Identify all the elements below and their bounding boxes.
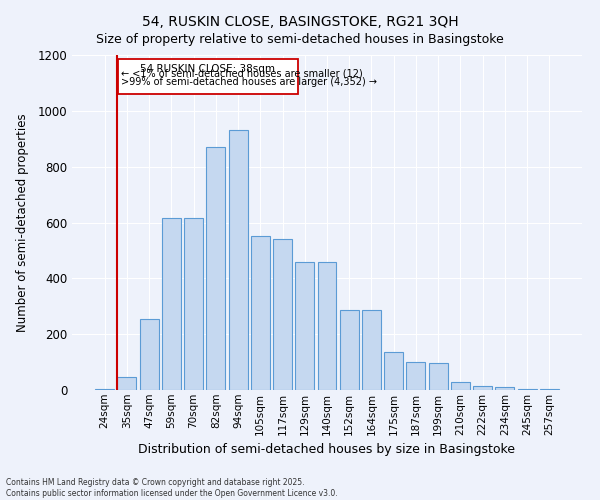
Text: 54, RUSKIN CLOSE, BASINGSTOKE, RG21 3QH: 54, RUSKIN CLOSE, BASINGSTOKE, RG21 3QH [142, 15, 458, 29]
Bar [273, 240, 292, 390]
Text: 54 RUSKIN CLOSE: 38sqm: 54 RUSKIN CLOSE: 38sqm [140, 64, 275, 74]
Bar [295, 262, 314, 390]
Bar [317, 262, 337, 390]
Bar [384, 352, 403, 390]
Text: ← <1% of semi-detached houses are smaller (12): ← <1% of semi-detached houses are smalle… [121, 68, 362, 78]
Bar [162, 218, 181, 390]
Bar [229, 130, 248, 390]
Bar [362, 310, 381, 390]
Bar [340, 310, 359, 390]
Bar [206, 147, 225, 390]
FancyBboxPatch shape [118, 59, 298, 94]
Bar [184, 218, 203, 390]
Text: Contains HM Land Registry data © Crown copyright and database right 2025.
Contai: Contains HM Land Registry data © Crown c… [6, 478, 338, 498]
Bar [140, 319, 158, 390]
Bar [451, 382, 470, 390]
Bar [95, 388, 114, 390]
Bar [251, 236, 270, 390]
Bar [406, 362, 425, 390]
Y-axis label: Number of semi-detached properties: Number of semi-detached properties [16, 113, 29, 332]
Bar [118, 378, 136, 390]
Bar [518, 388, 536, 390]
Bar [473, 386, 492, 390]
Text: Size of property relative to semi-detached houses in Basingstoke: Size of property relative to semi-detach… [96, 32, 504, 46]
Bar [496, 387, 514, 390]
Bar [429, 364, 448, 390]
X-axis label: Distribution of semi-detached houses by size in Basingstoke: Distribution of semi-detached houses by … [139, 443, 515, 456]
Text: >99% of semi-detached houses are larger (4,352) →: >99% of semi-detached houses are larger … [121, 76, 377, 86]
